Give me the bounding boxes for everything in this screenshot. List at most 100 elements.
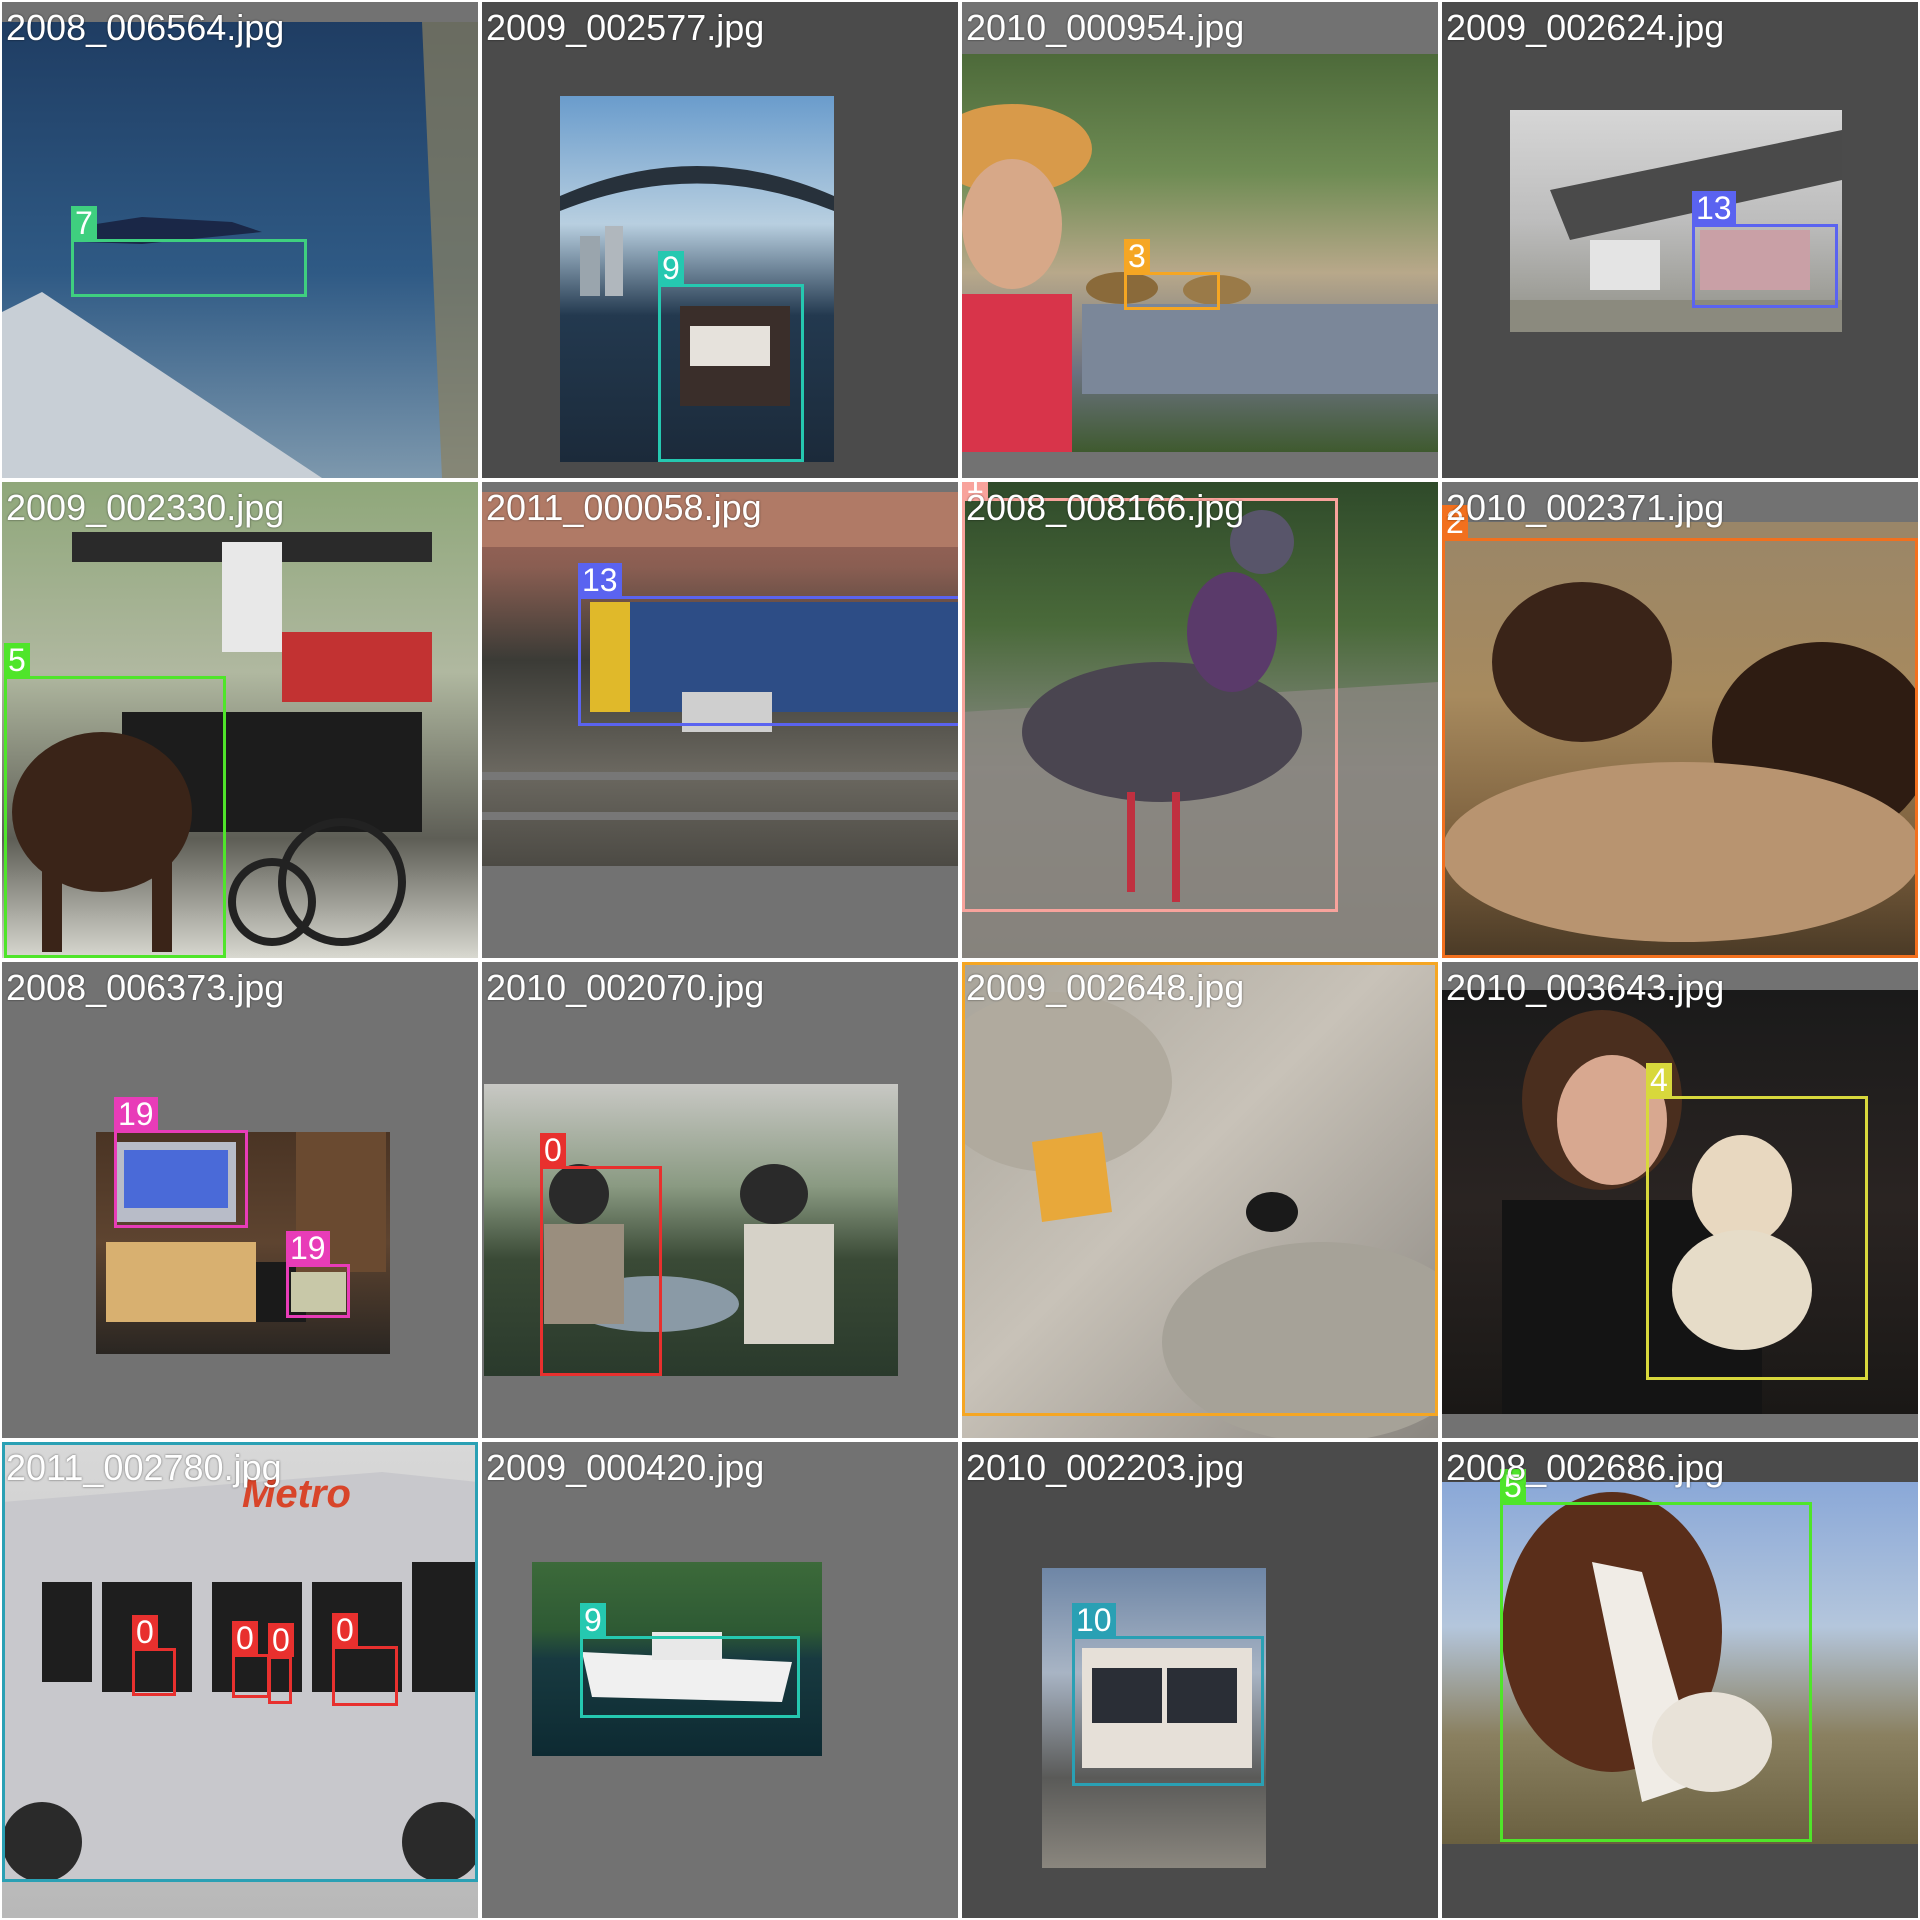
filename-label: 2010_002203.jpg — [966, 1447, 1245, 1488]
filename-label: 2010_003643.jpg — [1446, 967, 1725, 1008]
class-label: 2 — [1442, 505, 1468, 539]
bbox: 10 — [2, 1442, 478, 1882]
photo-cyclists-table — [484, 1084, 898, 1376]
cow-shape — [962, 992, 1438, 1438]
class-label: 0 — [232, 1621, 258, 1655]
bbox: 5 — [1500, 1469, 1812, 1842]
filename-label: 2008_006564.jpg — [6, 7, 285, 48]
tile-6: 13 2011_000058.jpg — [482, 482, 958, 958]
class-label: 3 — [1124, 239, 1150, 273]
filename-label: 2009_000420.jpg — [486, 1447, 765, 1488]
class-label: 9 — [658, 251, 684, 285]
tile-3: 3 2010_000954.jpg — [962, 2, 1438, 478]
room-shape — [106, 1132, 386, 1322]
filename-label: 2009_002330.jpg — [6, 487, 285, 528]
filename-label: 2009_002577.jpg — [486, 7, 765, 48]
photo-zoo-woman — [962, 54, 1438, 452]
photo-horse-carriage — [2, 482, 478, 958]
tile-2: 9 2009_002577.jpg — [482, 2, 958, 478]
tile-9: 19 19 2008_006373.jpg — [2, 962, 478, 1438]
woman-shape — [962, 104, 1438, 452]
bbox: 10 — [1072, 1603, 1264, 1786]
bbox: 2 — [1442, 505, 1918, 958]
tile-1: 7 2008_006564.jpg — [2, 2, 478, 478]
class-label: 3 — [962, 962, 988, 963]
photo-ferry — [532, 1562, 822, 1756]
tile-8: 2 2010_002371.jpg — [1442, 482, 1918, 958]
filename-label: 2010_002371.jpg — [1446, 487, 1725, 528]
tile-7: 1 2008_008166.jpg — [962, 482, 1438, 958]
bbox: 7 — [71, 206, 307, 297]
photo-bridge-boat — [560, 96, 834, 462]
class-label: 0 — [332, 1613, 358, 1647]
bbox: 19 — [286, 1231, 350, 1318]
class-label: 0 — [132, 1615, 158, 1649]
class-label: 10 — [2, 1442, 46, 1445]
carriage-shape — [12, 532, 432, 952]
horse-shape — [1502, 1492, 1772, 1802]
photo-horse-head — [1442, 1482, 1918, 1844]
class-label: 5 — [1500, 1469, 1526, 1503]
filename-label: 2009_002624.jpg — [1446, 7, 1725, 48]
class-label: 4 — [1646, 1063, 1672, 1097]
train-shape — [1510, 130, 1842, 332]
cats-shape — [1442, 582, 1918, 942]
bbox: 13 — [578, 563, 958, 726]
bbox: 9 — [658, 251, 804, 462]
bbox: 3 — [1124, 239, 1220, 310]
bbox: 0 — [268, 1623, 294, 1704]
class-label: 5 — [4, 643, 30, 677]
class-label: 7 — [71, 206, 97, 240]
filename-label: 2008_008166.jpg — [966, 487, 1245, 528]
pigeon-shape — [962, 510, 1438, 958]
tile-16: 5 2008_002686.jpg — [1442, 1442, 1918, 1918]
photo-room-tvs — [96, 1132, 390, 1354]
tile-14: 9 2009_000420.jpg — [482, 1442, 958, 1918]
photo-woman-dog — [1442, 990, 1918, 1414]
filename-label: 2010_000954.jpg — [966, 7, 1245, 48]
bbox: 3 — [962, 962, 1438, 1416]
photo-metro-bus: Metro — [2, 1442, 478, 1918]
filename-label: 2009_002648.jpg — [966, 967, 1245, 1008]
filename-label: 2011_000058.jpg — [486, 487, 762, 528]
bbox: 5 — [4, 643, 226, 958]
bbox: 1 — [962, 482, 1338, 912]
filename-label: 2010_002070.jpg — [486, 967, 765, 1008]
photo-pigeon — [962, 482, 1438, 958]
bbox: 0 — [540, 1133, 662, 1376]
class-label: 0 — [268, 1623, 294, 1657]
photo-airplane — [2, 22, 478, 478]
class-label: 9 — [580, 1603, 606, 1637]
people-shape — [544, 1164, 834, 1344]
svg-text:Metro: Metro — [242, 1472, 351, 1516]
bbox: 0 — [132, 1615, 176, 1696]
filename-label: 2011_002780.jpg — [6, 1447, 282, 1488]
photo-siamese-cats — [1442, 522, 1918, 958]
photo-cow-closeup — [962, 962, 1438, 1438]
tile-4: 13 2009_002624.jpg — [1442, 2, 1918, 478]
bbox: 13 — [1692, 191, 1838, 308]
photo-rail-yard — [1510, 110, 1842, 332]
bbox: 0 — [232, 1621, 270, 1698]
tile-12: 4 2010_003643.jpg — [1442, 962, 1918, 1438]
class-label: 13 — [1692, 191, 1736, 225]
tile-11: 3 2009_002648.jpg — [962, 962, 1438, 1438]
class-label: 1 — [962, 482, 988, 499]
class-label: 19 — [114, 1097, 158, 1131]
bbox: 0 — [332, 1613, 398, 1706]
bridge-shape — [560, 166, 834, 406]
class-label: 0 — [540, 1133, 566, 1167]
tile-5: 5 2009_002330.jpg — [2, 482, 478, 958]
tile-15: 10 2010_002203.jpg — [962, 1442, 1438, 1918]
bbox: 9 — [580, 1603, 800, 1718]
filename-label: 2008_002686.jpg — [1446, 1447, 1725, 1488]
tile-13: Metro 10 0 0 0 0 2011_002780.jpg — [2, 1442, 478, 1918]
bus-shape — [1082, 1648, 1252, 1768]
wing-shape — [2, 22, 478, 478]
tile-10: 0 2010_002070.jpg — [482, 962, 958, 1438]
class-label: 19 — [286, 1231, 330, 1265]
class-label: 13 — [578, 563, 622, 597]
class-label: 10 — [1072, 1603, 1116, 1637]
bbox: 19 — [114, 1097, 248, 1228]
